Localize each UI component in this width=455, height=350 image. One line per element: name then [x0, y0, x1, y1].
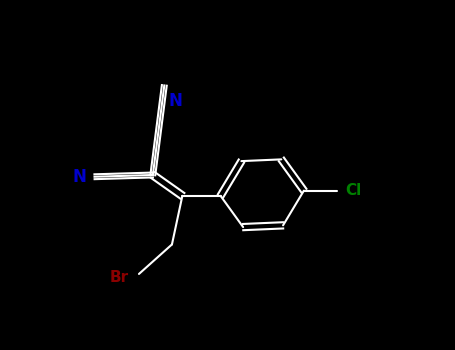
- Text: Br: Br: [109, 270, 129, 285]
- Text: Cl: Cl: [345, 183, 362, 198]
- Text: N: N: [73, 168, 87, 186]
- Text: N: N: [168, 92, 182, 110]
